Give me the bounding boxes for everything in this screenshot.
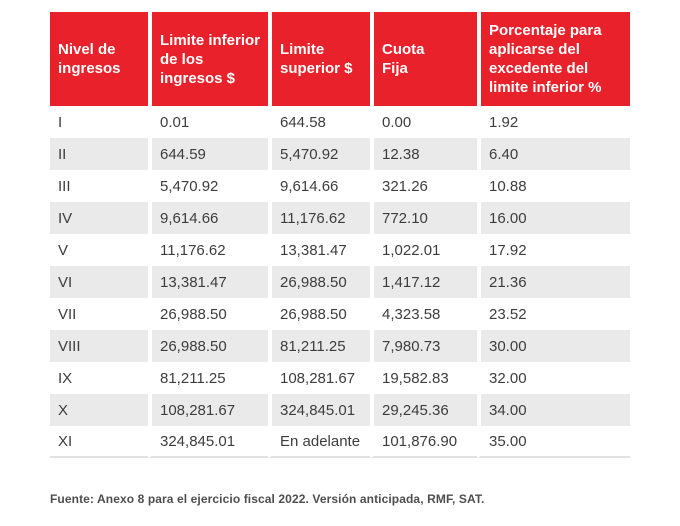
table-cell: 324,845.01 — [268, 394, 370, 426]
table-cell: 35.00 — [477, 426, 630, 458]
table-cell: 16.00 — [477, 202, 630, 234]
table-cell: 19,582.83 — [370, 362, 477, 394]
table-cell: 644.59 — [148, 138, 268, 170]
table-cell: I — [58, 113, 63, 131]
table-row: IX 81,211.25 108,281.67 19,582.83 32.00 — [50, 362, 630, 394]
column-header-limite-inferior: Limite inferior de los ingresos $ — [148, 12, 268, 106]
table-cell: IV — [50, 202, 148, 234]
table-cell: V — [58, 241, 69, 259]
table-row: XI 324,845.01 En adelante 101,876.90 35.00 — [50, 426, 630, 458]
table-row: VII 26,988.50 26,988.50 4,323.58 23.52 — [50, 298, 630, 330]
table-cell: 29,245.36 — [370, 394, 477, 426]
table-cell: X — [50, 394, 148, 426]
table-cell: II — [50, 138, 148, 170]
table-cell: IX — [58, 369, 73, 387]
table-cell: 5,470.92 — [268, 138, 370, 170]
table-cell: 30.00 — [477, 330, 630, 362]
table-cell: 644.58 — [268, 106, 370, 138]
table-cell: 108,281.67 — [148, 394, 268, 426]
table-cell: 0.01 — [148, 106, 268, 138]
table-row: III 5,470.92 9,614.66 321.26 10.88 — [50, 170, 630, 202]
table-cell: 108,281.67 — [268, 362, 370, 394]
column-header-cuota-fija: Cuota Fija — [370, 12, 477, 106]
tax-bracket-table: Nivel de ingresos Limite inferior de los… — [50, 12, 630, 458]
table-row: V 11,176.62 13,381.47 1,022.01 17.92 — [50, 234, 630, 266]
table-cell: III — [58, 177, 71, 195]
table-cell: VI — [50, 266, 148, 298]
column-header-limite-superior: Limite superior $ — [268, 12, 370, 106]
table-row: I 0.01 644.58 0.00 1.92 — [50, 106, 630, 138]
table-cell: 13,381.47 — [268, 234, 370, 266]
table-cell: 26,988.50 — [148, 330, 268, 362]
table-cell: 6.40 — [477, 138, 630, 170]
table-cell: 11,176.62 — [268, 202, 370, 234]
column-header-nivel: Nivel de ingresos — [50, 12, 148, 106]
table-cell: 5,470.92 — [148, 170, 268, 202]
table-cell: 1,417.12 — [370, 266, 477, 298]
table-cell: VIII — [50, 330, 148, 362]
table-cell: 11,176.62 — [148, 234, 268, 266]
table-cell: 101,876.90 — [370, 426, 477, 458]
table-cell: 324,845.01 — [148, 426, 268, 458]
tax-bracket-figure: Nivel de ingresos Limite inferior de los… — [50, 12, 630, 506]
table-row: X 108,281.67 324,845.01 29,245.36 34.00 — [50, 394, 630, 426]
table-cell: 34.00 — [477, 394, 630, 426]
table-row: II 644.59 5,470.92 12.38 6.40 — [50, 138, 630, 170]
table-cell: 9,614.66 — [148, 202, 268, 234]
source-note: Fuente: Anexo 8 para el ejercicio fiscal… — [50, 492, 485, 506]
table-cell: 321.26 — [370, 170, 477, 202]
table-cell: 13,381.47 — [148, 266, 268, 298]
table-cell: 7,980.73 — [370, 330, 477, 362]
table-cell: 12.38 — [370, 138, 477, 170]
table-cell: 9,614.66 — [268, 170, 370, 202]
table-cell: 32.00 — [477, 362, 630, 394]
table-row: IV 9,614.66 11,176.62 772.10 16.00 — [50, 202, 630, 234]
table-cell: En adelante — [268, 426, 370, 458]
table-row: VIII 26,988.50 81,211.25 7,980.73 30.00 — [50, 330, 630, 362]
table-body: I 0.01 644.58 0.00 1.92 II 644.59 5,470.92 12.38… — [50, 106, 630, 458]
table-cell: 26,988.50 — [268, 266, 370, 298]
table-cell: 10.88 — [477, 170, 630, 202]
table-cell: 81,211.25 — [268, 330, 370, 362]
table-cell: XI — [50, 426, 148, 458]
table-cell: 26,988.50 — [148, 298, 268, 330]
column-header-porcentaje: Porcentaje para aplicarse del excedente … — [477, 12, 630, 106]
table-cell: 81,211.25 — [148, 362, 268, 394]
table-cell: 772.10 — [370, 202, 477, 234]
table-cell: 1.92 — [477, 106, 630, 138]
table-cell: 26,988.50 — [268, 298, 370, 330]
table-cell: VII — [58, 305, 77, 323]
table-cell: 0.00 — [370, 106, 477, 138]
table-header: Nivel de ingresos Limite inferior de los… — [50, 12, 630, 106]
table-cell: 1,022.01 — [370, 234, 477, 266]
table-cell: 21.36 — [477, 266, 630, 298]
table-row: VI 13,381.47 26,988.50 1,417.12 21.36 — [50, 266, 630, 298]
table-cell: 23.52 — [477, 298, 630, 330]
header-row: Nivel de ingresos Limite inferior de los… — [50, 12, 630, 106]
table-cell: 17.92 — [477, 234, 630, 266]
table-cell: 4,323.58 — [370, 298, 477, 330]
